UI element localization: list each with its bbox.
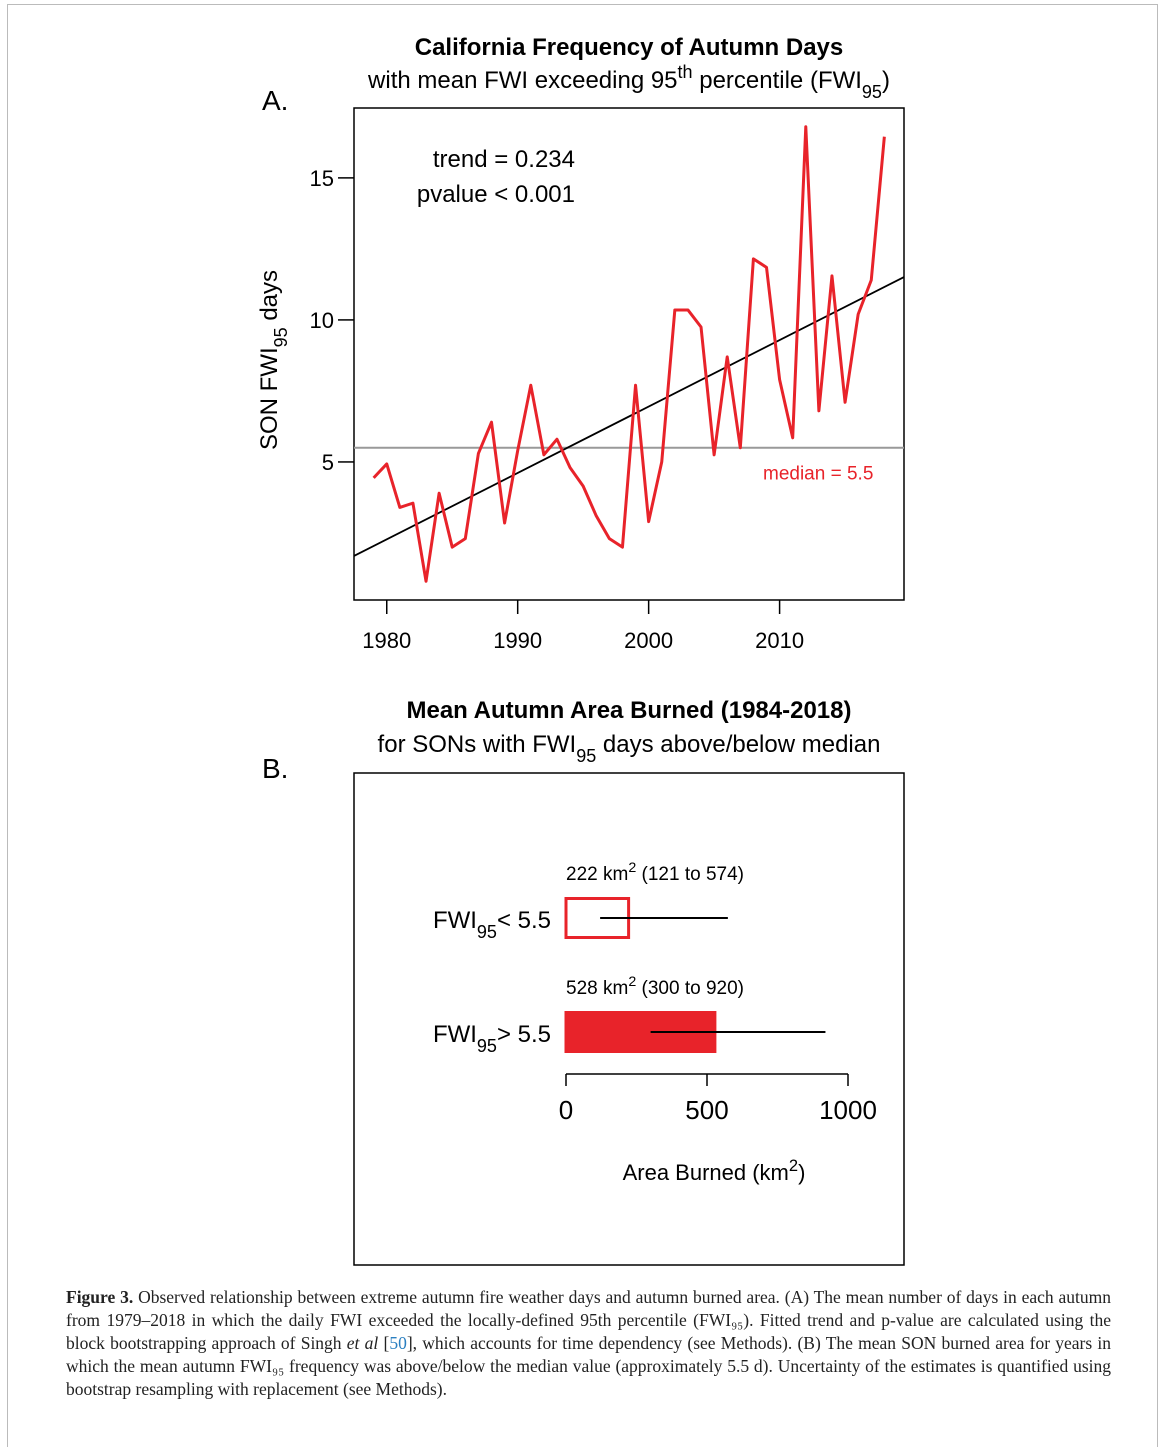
y-axis-label-part: days — [256, 270, 283, 327]
chart-subtitle-part: th — [678, 62, 693, 82]
caption-text: Figure 3. — [66, 1287, 134, 1307]
chart-subtitle-part: for SONs with FWI — [378, 731, 577, 758]
caption-text: ], which accounts for time dependency (s… — [66, 1333, 1112, 1399]
chart-subtitle-part: with mean FWI exceeding 95 — [367, 67, 677, 94]
chart-subtitle-part: days above/below median — [596, 731, 880, 758]
chart-subtitle-part: percentile (FWI — [693, 67, 862, 94]
caption-text: Observed relationship between extreme au… — [66, 1287, 1111, 1353]
y-axis-label-part: SON FWI — [256, 347, 283, 450]
y-tick-label: 5 — [322, 450, 334, 475]
category-label-part: > 5.5 — [497, 1021, 551, 1048]
y-tick-label: 10 — [310, 308, 334, 333]
value-label-part: (121 to 574) — [636, 864, 744, 885]
x-tick-label: 2000 — [624, 628, 673, 653]
value-label: 528 km2 (300 to 920) — [566, 974, 744, 999]
category-label-part: FWI — [433, 907, 477, 934]
x-tick-label: 0 — [559, 1095, 573, 1125]
category-label: FWI95< 5.5 — [433, 907, 551, 942]
category-label-part: 95 — [477, 1036, 497, 1056]
x-tick-label: 1000 — [819, 1095, 877, 1125]
category-label-part: 95 — [477, 922, 497, 942]
category-label: FWI95> 5.5 — [433, 1021, 551, 1056]
x-axis-label-part: Area Burned (km — [623, 1160, 789, 1185]
category-label-part: FWI — [433, 1021, 477, 1048]
category-label-part: < 5.5 — [497, 907, 551, 934]
figure: A.California Frequency of Autumn Dayswit… — [256, 34, 905, 1266]
median-label: median = 5.5 — [763, 464, 873, 485]
value-label-part: (300 to 920) — [636, 978, 744, 999]
frame — [7, 4, 1158, 1447]
caption: Figure 3. Observed relationship between … — [66, 1286, 1111, 1401]
chart-subtitle-part: ) — [882, 67, 890, 94]
chart-title: Mean Autumn Area Burned (1984-2018) — [406, 697, 851, 724]
bar — [564, 1011, 717, 1053]
chart-subtitle: with mean FWI exceeding 95th percentile … — [367, 62, 890, 102]
panel-label: A. — [262, 85, 288, 116]
value-label-part: 2 — [628, 860, 636, 876]
x-axis-label-part: 2 — [789, 1157, 798, 1175]
x-tick-label: 500 — [685, 1095, 728, 1125]
plot-frame — [353, 107, 905, 601]
value-label-part: 528 km — [566, 978, 628, 999]
x-tick-label: 1980 — [362, 628, 411, 653]
trend-line — [353, 276, 905, 557]
y-tick-label: 15 — [310, 166, 334, 191]
chart-subtitle: for SONs with FWI95 days above/below med… — [378, 731, 881, 766]
caption-text: et al — [346, 1333, 379, 1353]
x-axis-label: Area Burned (km2) — [623, 1157, 806, 1185]
annotation: pvalue < 0.001 — [417, 181, 575, 208]
x-axis-label-part: ) — [798, 1160, 805, 1185]
value-label: 222 km2 (121 to 574) — [566, 860, 744, 885]
x-tick-label: 1990 — [493, 628, 542, 653]
chart-subtitle-part: 95 — [862, 82, 882, 102]
chart-title: California Frequency of Autumn Days — [415, 34, 844, 61]
y-axis-label: SON FWI95 days — [256, 270, 291, 450]
y-axis-label-part: 95 — [271, 327, 291, 347]
panel-label: B. — [262, 753, 288, 784]
x-tick-label: 2010 — [755, 628, 804, 653]
value-label-part: 2 — [628, 974, 636, 990]
chart-subtitle-part: 95 — [576, 746, 596, 766]
data-line — [372, 125, 886, 583]
value-label-part: 222 km — [566, 864, 628, 885]
plot-frame — [353, 772, 905, 1266]
caption-text[interactable]: 50 — [389, 1333, 407, 1353]
annotation: trend = 0.234 — [433, 146, 575, 173]
caption-text: [ — [378, 1333, 390, 1353]
